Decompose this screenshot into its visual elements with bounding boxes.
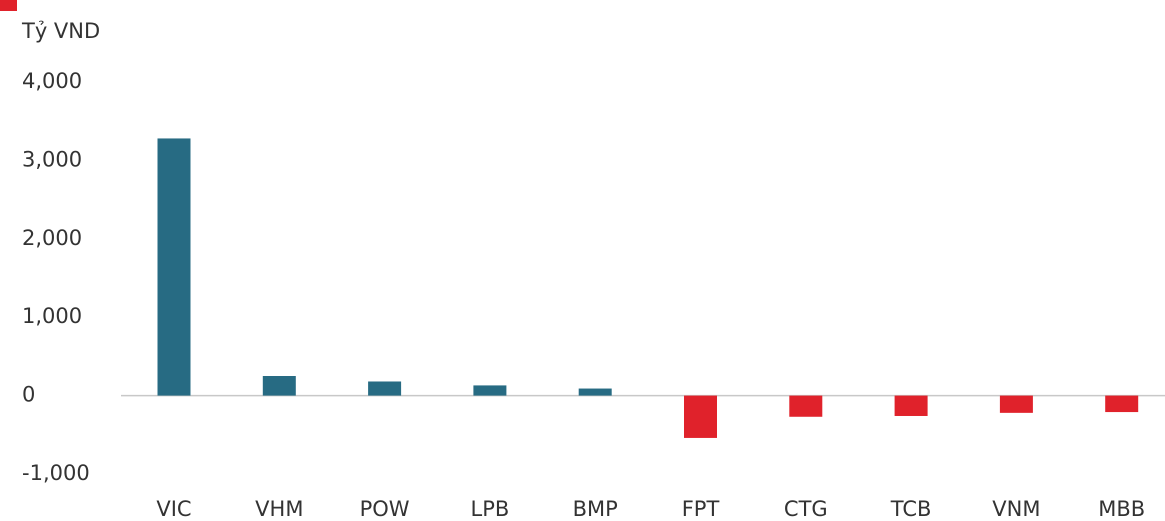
- x-tick-label: MBB: [1098, 497, 1145, 521]
- bar: [684, 395, 717, 438]
- y-tick-label: 2,000: [22, 226, 82, 250]
- bar: [999, 395, 1033, 413]
- x-tick-label: CTG: [784, 497, 828, 521]
- x-tick-label: VIC: [156, 497, 191, 521]
- x-tick-label: VNM: [992, 497, 1040, 521]
- x-tick-label: FPT: [682, 497, 720, 521]
- x-tick-label: BMP: [573, 497, 618, 521]
- x-tick-label: POW: [360, 497, 410, 521]
- legend-icon: [0, 0, 17, 11]
- bar: [1105, 395, 1139, 413]
- x-tick-label: TCB: [890, 497, 932, 521]
- y-tick-label: 1,000: [22, 304, 82, 328]
- bar: [368, 381, 402, 396]
- y-tick-label: 4,000: [22, 69, 82, 93]
- bar: [262, 376, 296, 396]
- bar: [157, 138, 191, 396]
- y-tick-label: 0: [22, 383, 35, 407]
- x-tick-label: VHM: [255, 497, 303, 521]
- y-tick-label: 3,000: [22, 147, 82, 171]
- bar: [894, 395, 928, 416]
- bar: [578, 388, 612, 396]
- y-axis-label: Tỷ VND: [21, 19, 100, 43]
- x-tick-label: LPB: [471, 497, 510, 521]
- bar: [473, 385, 507, 396]
- bar: [789, 395, 823, 417]
- y-tick-label: -1,000: [22, 461, 90, 485]
